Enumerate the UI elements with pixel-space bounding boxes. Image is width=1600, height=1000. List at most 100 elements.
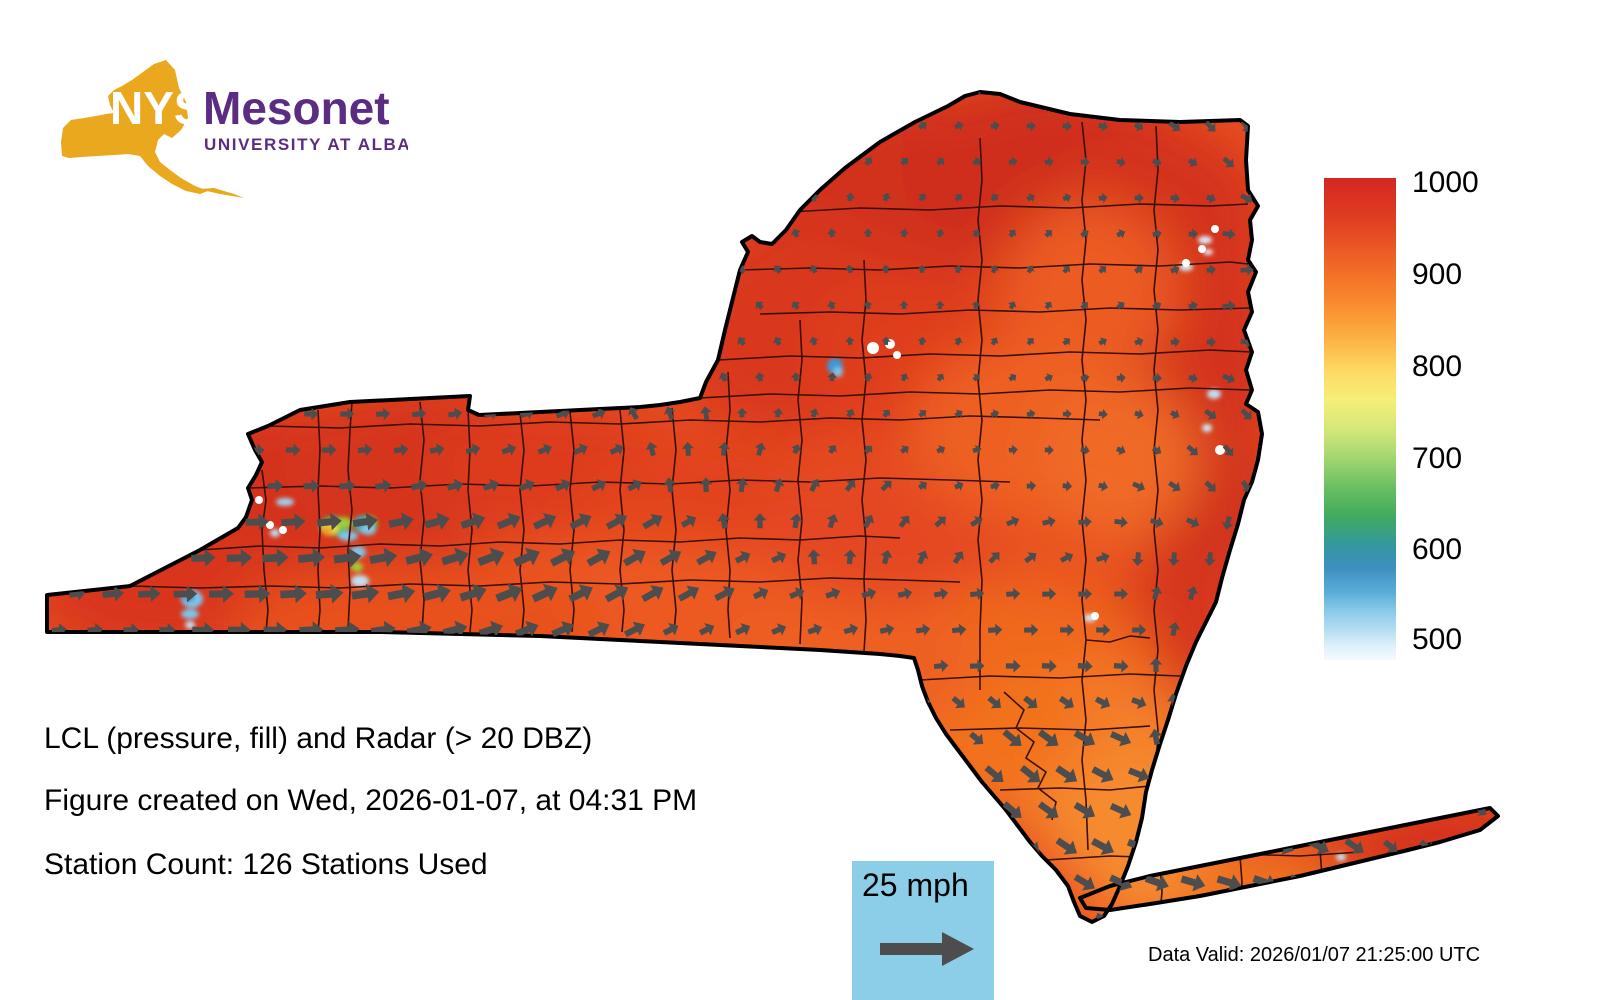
wind-arrow — [174, 513, 197, 531]
wind-arrow — [195, 695, 212, 710]
wind-arrow — [69, 659, 85, 673]
wind-arrow — [753, 802, 769, 817]
wind-arrow — [644, 729, 662, 746]
wind-arrow — [1256, 728, 1272, 745]
wind-arrow — [141, 659, 157, 673]
wind-arrow — [321, 226, 338, 242]
wind-arrow — [715, 656, 735, 675]
wind-arrow — [249, 298, 266, 314]
wind-arrow — [1239, 551, 1253, 567]
wind-arrow — [554, 693, 573, 710]
wind-arrow — [897, 731, 913, 745]
wind-arrow — [642, 297, 660, 314]
wind-arrow — [213, 92, 230, 98]
wind-arrow — [482, 693, 500, 710]
wind-arrow — [428, 657, 447, 675]
wind-arrow — [339, 335, 355, 349]
colorbar-gradient — [1324, 178, 1396, 660]
wind-arrow — [606, 152, 625, 170]
wind-arrow — [195, 407, 211, 421]
wind-arrow — [394, 371, 409, 385]
wind-arrow — [375, 767, 391, 781]
wind-arrow — [1328, 92, 1343, 99]
wind-arrow — [1436, 226, 1453, 244]
wind-arrow — [589, 263, 605, 277]
wind-arrow — [195, 334, 212, 350]
wind-arrow — [1328, 155, 1343, 171]
wind-arrow — [446, 694, 464, 710]
wind-arrow — [643, 656, 663, 675]
wind-arrow — [177, 658, 194, 674]
wind-arrow — [897, 658, 914, 674]
wind-arrow — [788, 92, 805, 98]
wind-arrow — [105, 443, 121, 457]
wind-arrow — [321, 371, 337, 385]
wind-arrow — [1436, 92, 1452, 100]
wind-arrow — [1418, 118, 1434, 136]
wind-arrow — [1275, 334, 1292, 350]
wind-arrow — [1274, 479, 1290, 496]
wind-arrow — [501, 155, 517, 169]
wind-arrow — [124, 407, 139, 421]
wind-arrow — [1322, 869, 1352, 897]
wind-arrow — [429, 227, 445, 241]
wind-arrow — [140, 514, 158, 530]
wind-arrow — [1005, 92, 1021, 97]
wind-arrow — [430, 92, 445, 97]
wind-arrow — [88, 407, 103, 421]
wind-arrow — [1401, 657, 1415, 672]
wind-arrow — [501, 299, 517, 313]
wind-arrow — [499, 656, 520, 675]
wind-arrow — [1436, 584, 1453, 602]
wind-arrow — [751, 656, 771, 675]
wind-arrow — [624, 188, 643, 207]
wind-arrow — [843, 767, 859, 781]
wind-arrow — [249, 92, 266, 98]
wind-arrow — [87, 190, 104, 206]
wind-arrow — [339, 695, 355, 709]
wind-arrow — [609, 92, 626, 98]
wind-arrow — [230, 262, 248, 279]
wind-arrow — [1238, 620, 1254, 637]
wind-arrow — [411, 191, 427, 205]
wind-arrow — [1490, 118, 1498, 136]
wind-arrow — [555, 118, 571, 133]
wind-arrow — [105, 226, 122, 242]
wind-arrow — [357, 154, 374, 170]
wind-arrow — [51, 695, 67, 709]
wind-arrow — [358, 371, 373, 385]
wind-arrow — [1147, 801, 1168, 820]
wind-arrow — [248, 226, 266, 243]
wind-arrow — [1238, 692, 1254, 709]
wind-arrow — [1470, 872, 1492, 893]
wind-arrow — [1148, 92, 1166, 99]
wind-arrow — [1197, 835, 1225, 858]
wind-arrow — [1489, 909, 1498, 922]
wind-arrow — [69, 92, 85, 97]
wind-arrow — [1453, 909, 1473, 922]
wind-arrow — [447, 335, 463, 349]
wind-arrow — [825, 730, 842, 745]
wind-arrow — [588, 188, 607, 207]
wind-arrow — [717, 153, 731, 168]
wind-arrow — [1419, 407, 1434, 423]
wind-arrow — [465, 370, 481, 385]
wind-arrow — [213, 443, 229, 457]
wind-arrow — [607, 656, 627, 675]
wind-arrow — [484, 911, 499, 922]
wind-arrow — [321, 299, 338, 314]
wind-arrow — [860, 658, 878, 674]
wind-arrow — [375, 695, 391, 709]
wind-arrow — [51, 407, 67, 421]
wind-arrow — [51, 191, 67, 206]
wind-arrow — [606, 368, 625, 387]
wind-arrow — [1346, 692, 1362, 709]
weather-map — [45, 90, 1500, 924]
wind-arrow — [1310, 479, 1326, 496]
wind-arrow — [339, 190, 356, 206]
wind-arrow — [1472, 728, 1488, 745]
wind-arrow — [266, 190, 284, 207]
wind-arrow — [158, 910, 176, 922]
wind-arrow — [1434, 872, 1456, 894]
wind-arrow — [69, 154, 86, 170]
